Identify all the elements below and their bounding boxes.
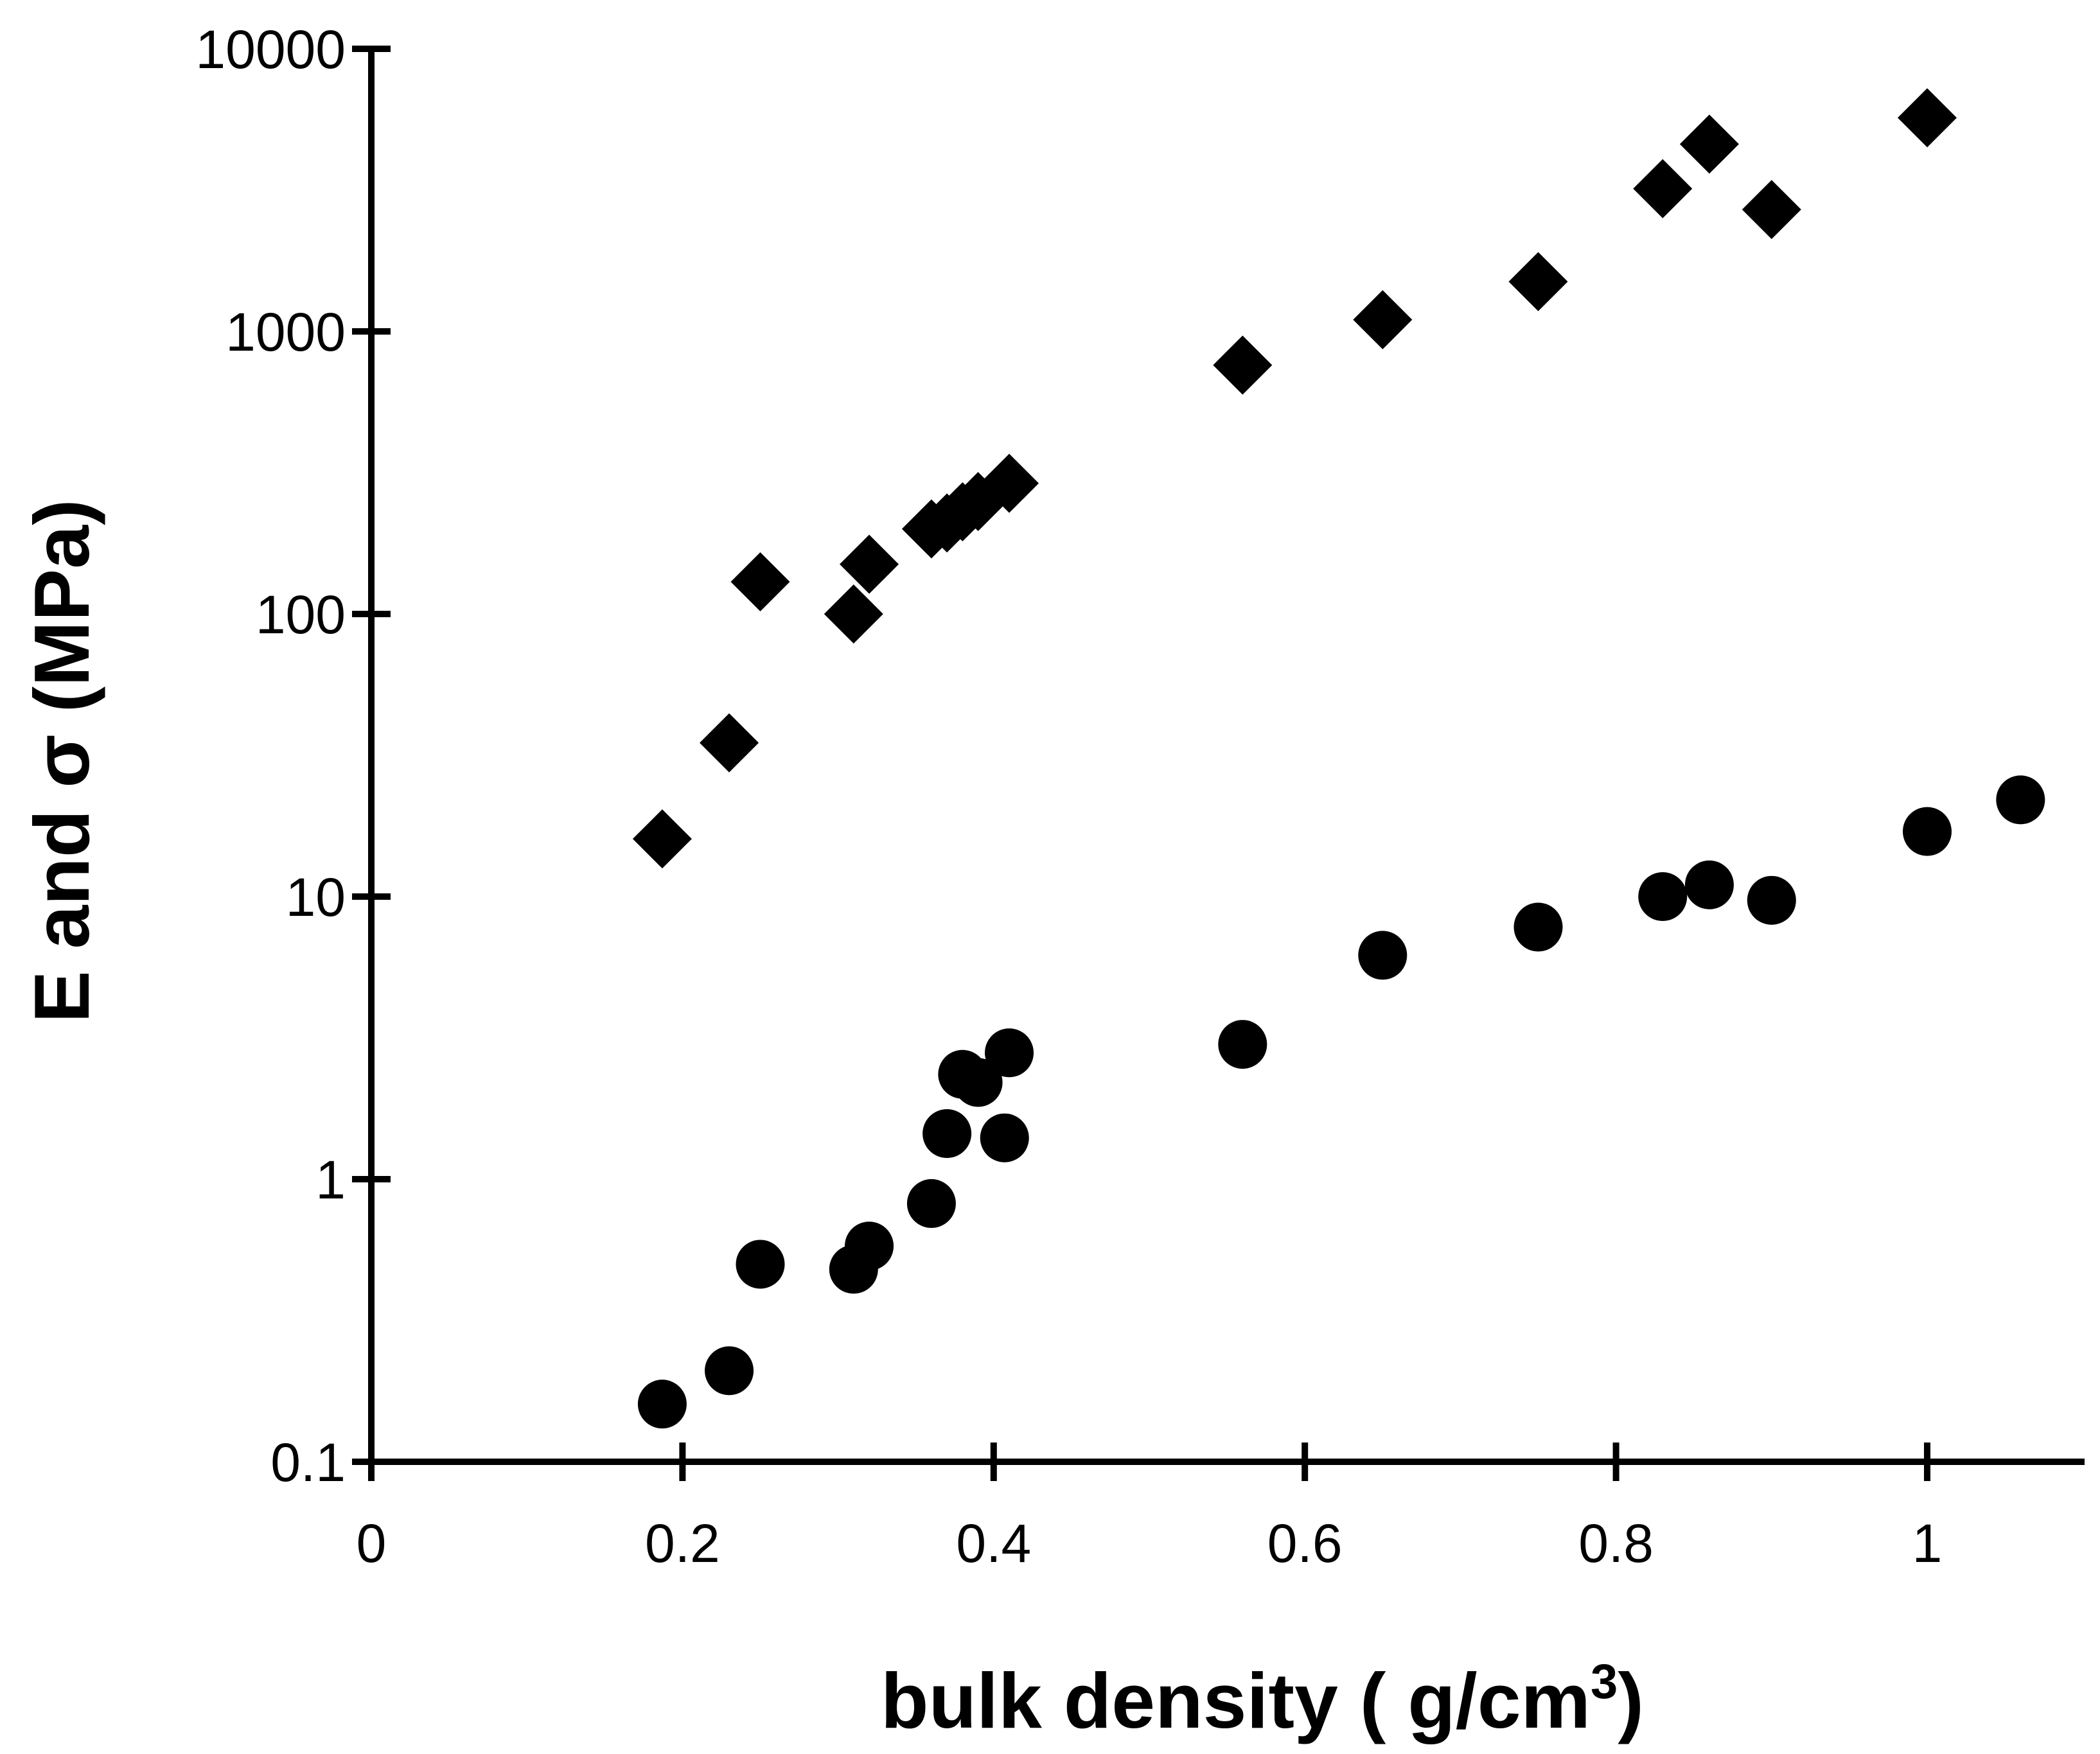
diamond-point xyxy=(1633,159,1693,218)
x-tick-label: 0.6 xyxy=(1267,1513,1343,1574)
y-tick-label: 10000 xyxy=(195,19,346,80)
circle-point xyxy=(1903,807,1952,856)
diamond-point xyxy=(1742,180,1801,240)
circle-point xyxy=(1684,860,1734,909)
circle-point xyxy=(985,1028,1034,1078)
x-axis-title-end: ) xyxy=(1618,1657,1644,1744)
y-tick-label: 100 xyxy=(256,584,346,645)
y-tick-label: 10 xyxy=(286,867,346,927)
circle-point xyxy=(980,1113,1029,1162)
circle-point xyxy=(845,1222,894,1271)
axes xyxy=(368,48,2085,1465)
circle-point xyxy=(705,1346,754,1396)
x-tick-label: 0.2 xyxy=(645,1513,720,1574)
diamond-point xyxy=(980,453,1039,513)
x-axis-title: bulk density ( g/cm3) xyxy=(881,1654,1644,1744)
diamond-point xyxy=(1508,252,1568,311)
circle-point xyxy=(906,1179,956,1228)
circle-point xyxy=(1218,1020,1267,1069)
y-tick-label: 1 xyxy=(315,1150,346,1210)
diamond-point xyxy=(824,584,883,644)
circle-point xyxy=(922,1109,972,1158)
y-axis-ticks: 0.1 1 10 100 1000 10000 xyxy=(195,19,391,1493)
y-axis-title: E and σ (MPa) xyxy=(18,499,105,1023)
circle-point xyxy=(637,1380,687,1429)
x-axis-ticks: 0 0.2 0.4 0.6 0.8 1 xyxy=(357,1443,1943,1574)
diamond-point xyxy=(730,552,790,611)
diamond-point xyxy=(632,809,692,869)
circle-point xyxy=(1747,875,1796,925)
diamond-point xyxy=(1898,88,1957,148)
circle-point xyxy=(1996,775,2045,825)
x-axis-title-main: bulk density ( g/cm xyxy=(881,1657,1591,1744)
circle-point xyxy=(1358,931,1407,980)
x-tick-label: 0.4 xyxy=(956,1513,1031,1574)
diamond-point xyxy=(840,534,899,594)
diamond-point xyxy=(1679,114,1739,174)
circle-point xyxy=(953,1058,1003,1107)
series-diamond xyxy=(632,88,1957,869)
data-marks xyxy=(632,88,2045,1429)
circle-point xyxy=(736,1240,785,1289)
x-tick-label: 0 xyxy=(357,1513,387,1574)
y-tick-label: 1000 xyxy=(225,302,346,362)
x-tick-label: 1 xyxy=(1912,1513,1943,1574)
diamond-point xyxy=(1353,290,1413,349)
diamond-point xyxy=(700,713,759,773)
x-tick-label: 0.8 xyxy=(1578,1513,1654,1574)
series-circle xyxy=(637,775,2045,1429)
circle-point xyxy=(1638,872,1688,921)
circle-point xyxy=(1513,902,1563,952)
diamond-point xyxy=(1213,335,1273,395)
y-tick-label: 0.1 xyxy=(270,1432,346,1493)
x-axis-title-superscript: 3 xyxy=(1591,1654,1618,1709)
